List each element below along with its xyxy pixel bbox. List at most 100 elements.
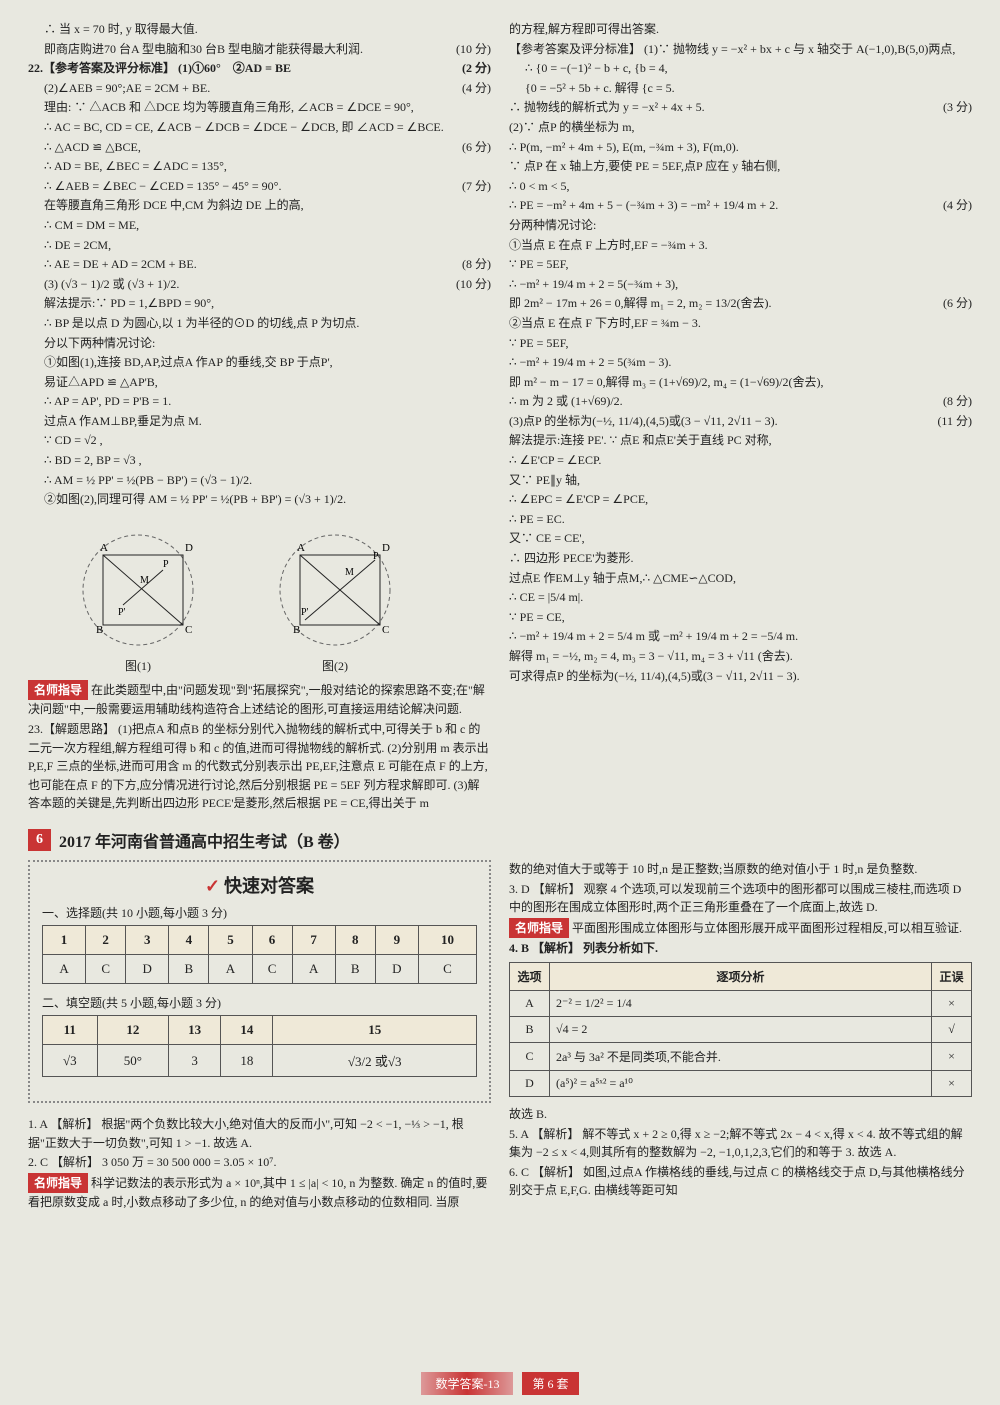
text: ∴ {0 = −(−1)² − b + c, {b = 4, (509, 59, 972, 78)
analysis-table: 选项逐项分析正误 A2⁻² = 1/2² = 1/4×B√4 = 2√C2a³ … (509, 962, 972, 1097)
svg-text:B: B (96, 624, 103, 636)
diagram-caption: 图(1) (48, 657, 228, 674)
text: ∴ △ACD ≌ △BCE,(6 分) (28, 138, 491, 157)
right-column: 的方程,解方程即可得出答案. 【参考答案及评分标准】 (1)∵ 抛物线 y = … (509, 20, 972, 814)
page-footer: 数学答案-13 第 6 套 (0, 1372, 1000, 1395)
teacher-block: 名师指导 在此类题型中,由"问题发现"到"拓展探究",一般对结论的探索思路不变;… (28, 680, 491, 719)
section-title: 2017 年河南省普通高中招生考试（B 卷） (59, 828, 350, 852)
text: 即 m² − m − 17 = 0,解得 m₃ = (1+√69)/2, m₄ … (509, 373, 972, 392)
text: ②当点 E 在点 F 下方时,EF = ¾m − 3. (509, 314, 972, 333)
text: ∴ CE = |5/4 m|. (509, 588, 972, 607)
q1: 1. A 【解析】 根据"两个负数比较大小,绝对值大的反而小",可知 −2 < … (28, 1115, 491, 1152)
text: ∵ 点P 在 x 轴上方,要使 PE = 5EF,点P 应在 y 轴右侧, (509, 157, 972, 176)
svg-text:P': P' (301, 607, 309, 618)
q22-head: 22.【参考答案及评分标准】 (1)①60° ②AD = BE(2 分) (28, 59, 491, 78)
text: ∴ −m² + 19/4 m + 2 = 5/4 m 或 −m² + 19/4 … (509, 627, 972, 646)
text: ∴ m 为 2 或 (1+√69)/2.(8 分) (509, 392, 972, 411)
svg-text:A: A (100, 542, 108, 554)
diagrams: A D C B M P' P 图(1) A D C (48, 515, 491, 674)
q4-head: 4. B 【解析】 列表分析如下. (509, 939, 972, 958)
text: ∴ PE = EC. (509, 510, 972, 529)
text: {0 = −5² + 5b + c. 解得 {c = 5. (509, 79, 972, 98)
text: ∴ ∠E'CP = ∠ECP. (509, 451, 972, 470)
text: (2)∠AEB = 90°;AE = 2CM + BE.(4 分) (28, 79, 491, 98)
q23-head: 23.【解题思路】 (1)把点A 和点B 的坐标分别代入抛物线的解析式中,可得关… (28, 720, 491, 813)
panel-subtitle: 二、填空题(共 5 小题,每小题 3 分) (42, 994, 477, 1011)
text: ∴ 四边形 PECE'为菱形. (509, 549, 972, 568)
text: ②如图(2),同理可得 AM = ½ PP' = ½(PB + BP') = (… (28, 490, 491, 509)
text: 分两种情况讨论: (509, 216, 972, 235)
text: 的方程,解方程即可得出答案. (509, 20, 972, 39)
text: ∴ AP = AP', PD = P'B = 1. (28, 392, 491, 411)
text: ①如图(1),连接 BD,AP,过点A 作AP 的垂线,交 BP 于点P', (28, 353, 491, 372)
text: ∴ CM = DM = ME, (28, 216, 491, 235)
teacher-tag: 名师指导 (28, 1173, 88, 1194)
left-column: ∴ 当 x = 70 时, y 取得最大值. 即商店购进70 台A 型电脑和30… (28, 20, 491, 814)
text: ∴ P(m, −m² + 4m + 5), E(m, −¾m + 3), F(m… (509, 138, 972, 157)
text: ∴ AC = BC, CD = CE, ∠ACB − ∠DCB = ∠DCE −… (28, 118, 491, 137)
q3: 3. D 【解析】 观察 4 个选项,可以发现前三个选项中的图形都可以围成三棱柱… (509, 880, 972, 917)
svg-text:M: M (140, 575, 149, 586)
answer-table-2: 1112131415√350°318√3/2 或√3 (42, 1015, 477, 1077)
text: 解法提示:∵ PD = 1,∠BPD = 90°, (28, 294, 491, 313)
check-icon: ✓ (205, 876, 220, 896)
text: ①当点 E 在点 F 上方时,EF = −¾m + 3. (509, 236, 972, 255)
teacher-tag: 名师指导 (509, 918, 569, 939)
svg-text:P: P (373, 551, 379, 562)
svg-text:C: C (185, 624, 192, 636)
text: 【参考答案及评分标准】 (1)∵ 抛物线 y = −x² + bx + c 与 … (509, 40, 972, 59)
section-header: 6 2017 年河南省普通高中招生考试（B 卷） (28, 828, 972, 852)
svg-text:P: P (163, 559, 169, 570)
footer-center: 数学答案-13 (421, 1372, 513, 1395)
text: ∴ −m² + 19/4 m + 2 = 5(¾m − 3). (509, 353, 972, 372)
panel-subtitle: 一、选择题(共 10 小题,每小题 3 分) (42, 904, 477, 921)
text: ∵ PE = 5EF, (509, 255, 972, 274)
text: ∴ AD = BE, ∠BEC = ∠ADC = 135°, (28, 157, 491, 176)
text: 在等腰直角三角形 DCE 中,CM 为斜边 DE 上的高, (28, 196, 491, 215)
text: 过点A 作AM⊥BP,垂足为点 M. (28, 412, 491, 431)
text: ∴ 0 < m < 5, (509, 177, 972, 196)
text: 故选 B. (509, 1105, 972, 1124)
text: ∴ AM = ½ PP' = ½(PB − BP') = (√3 − 1)/2. (28, 471, 491, 490)
text: ∵ CD = √2 , (28, 431, 491, 450)
text: 数的绝对值大于或等于 10 时,n 是正整数;当原数的绝对值小于 1 时,n 是… (509, 860, 972, 879)
svg-text:P': P' (118, 607, 126, 618)
answer-table-1: 12345678910ACDBACABDC (42, 925, 477, 984)
text: 可求得点P 的坐标为(−½, 11/4),(4,5)或(3 − √11, 2√1… (509, 667, 972, 686)
text: ∴ DE = 2CM, (28, 236, 491, 255)
svg-text:C: C (382, 624, 389, 636)
text: 平面图形围成立体图形与立体图形展开成平面图形过程相反,可以相互验证. (572, 921, 962, 935)
svg-text:A: A (297, 542, 305, 554)
text: ∴ BP 是以点 D 为圆心,以 1 为半径的⊙D 的切线,点 P 为切点. (28, 314, 491, 333)
text: 理由: ∵ △ACB 和 △DCE 均为等腰直角三角形, ∠ACB = ∠DCE… (28, 98, 491, 117)
text: ∴ ∠EPC = ∠E'CP = ∠PCE, (509, 490, 972, 509)
section-number: 6 (28, 829, 51, 851)
bottom-right-column: 数的绝对值大于或等于 10 时,n 是正整数;当原数的绝对值小于 1 时,n 是… (509, 860, 972, 1213)
svg-text:M: M (345, 567, 354, 578)
text: ∴ BD = 2, BP = √3 , (28, 451, 491, 470)
text: 解法提示:连接 PE'. ∵ 点E 和点E'关于直线 PC 对称, (509, 431, 972, 450)
text: ∴ PE = −m² + 4m + 5 − (−¾m + 3) = −m² + … (509, 196, 972, 215)
text: 科学记数法的表示形式为 a × 10ⁿ,其中 1 ≤ |a| < 10, n 为… (28, 1176, 487, 1210)
teacher-block: 名师指导 平面图形围成立体图形与立体图形展开成平面图形过程相反,可以相互验证. (509, 918, 972, 939)
text: 分以下两种情况讨论: (28, 334, 491, 353)
text: ∴ ∠AEB = ∠BEC − ∠CED = 135° − 45° = 90°.… (28, 177, 491, 196)
bottom-left-column: ✓快速对答案 一、选择题(共 10 小题,每小题 3 分) 1234567891… (28, 860, 491, 1213)
teacher-tag: 名师指导 (28, 680, 88, 701)
q5: 5. A 【解析】 解不等式 x + 2 ≥ 0,得 x ≥ −2;解不等式 2… (509, 1125, 972, 1162)
text: 又∵ PE∥y 轴, (509, 471, 972, 490)
text: 解得 m₁ = −½, m₂ = 4, m₃ = 3 − √11, m₄ = 3… (509, 647, 972, 666)
svg-text:D: D (185, 542, 193, 554)
text: ∴ AE = DE + AD = 2CM + BE.(8 分) (28, 255, 491, 274)
text: 在此类题型中,由"问题发现"到"拓展探究",一般对结论的探索思路不变;在"解决问… (28, 683, 485, 717)
text: (3) (√3 − 1)/2 或 (√3 + 1)/2.(10 分) (28, 275, 491, 294)
text: 易证△APD ≌ △AP'B, (28, 373, 491, 392)
text: 即商店购进70 台A 型电脑和30 台B 型电脑才能获得最大利润.(10 分) (28, 40, 491, 59)
text: ∴ 当 x = 70 时, y 取得最大值. (28, 20, 491, 39)
answer-panel: ✓快速对答案 一、选择题(共 10 小题,每小题 3 分) 1234567891… (28, 860, 491, 1103)
text: (3)点P 的坐标为(−½, 11/4),(4,5)或(3 − √11, 2√1… (509, 412, 972, 431)
q2: 2. C 【解析】 3 050 万 = 30 500 000 = 3.05 × … (28, 1153, 491, 1172)
text: ∴ 抛物线的解析式为 y = −x² + 4x + 5.(3 分) (509, 98, 972, 117)
teacher-block: 名师指导 科学记数法的表示形式为 a × 10ⁿ,其中 1 ≤ |a| < 10… (28, 1173, 491, 1212)
q6: 6. C 【解析】 如图,过点A 作横格线的垂线,与过点 C 的横格线交于点 D… (509, 1163, 972, 1200)
